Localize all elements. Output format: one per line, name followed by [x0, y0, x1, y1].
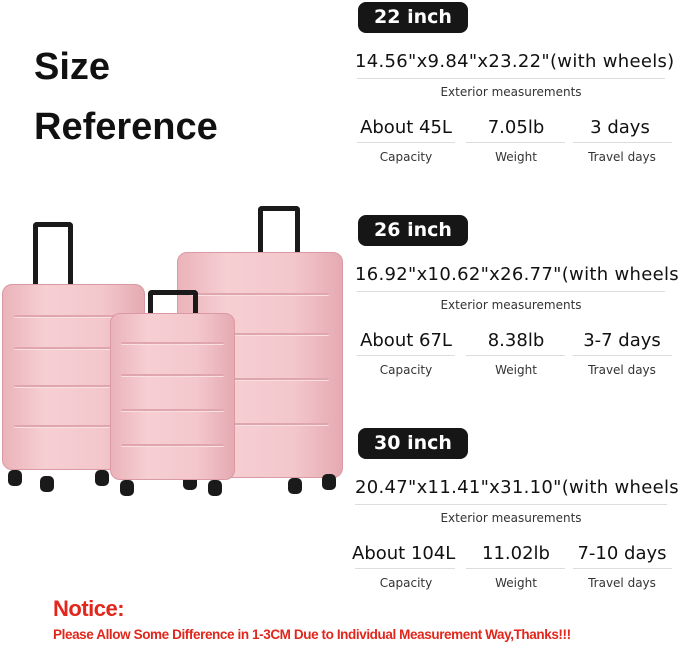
- travel-label: Travel days: [588, 363, 656, 377]
- capacity-label: Capacity: [379, 576, 433, 590]
- capacity-label: Capacity: [379, 150, 433, 164]
- dimensions: 16.92"x10.62"x26.77"(with wheels): [355, 264, 679, 285]
- weight-label: Weight: [495, 150, 537, 164]
- dimensions-caption: Exterior measurements: [440, 298, 582, 312]
- notice-title: Notice:: [53, 596, 125, 621]
- travel-value: 3-7 days: [583, 330, 661, 351]
- handle-icon: [33, 222, 73, 286]
- weight-value: 8.38lb: [487, 330, 545, 351]
- capacity-value: About 104L: [352, 543, 456, 564]
- dimensions: 20.47"x11.41"x31.10"(with wheels): [355, 477, 679, 498]
- size-label: 26 inch: [358, 215, 468, 246]
- handle-icon: [148, 290, 198, 314]
- weight-value: 11.02lb: [482, 543, 550, 564]
- weight-label: Weight: [495, 363, 537, 377]
- capacity-value: About 67L: [360, 330, 452, 351]
- handle-icon: [258, 206, 300, 254]
- travel-label: Travel days: [588, 576, 656, 590]
- dimensions-caption: Exterior measurements: [440, 511, 582, 525]
- size-label: 30 inch: [358, 428, 468, 459]
- suitcase-22: [110, 313, 235, 480]
- heading-size: Size: [34, 46, 111, 88]
- travel-value: 3 days: [590, 117, 650, 138]
- heading-reference: Reference: [34, 106, 218, 148]
- size-section-26: 26 inch 16.92"x10.62"x26.77"(with wheels…: [355, 215, 679, 415]
- travel-label: Travel days: [588, 150, 656, 164]
- capacity-value: About 45L: [360, 117, 452, 138]
- size-section-30: 30 inch 20.47"x11.41"x31.10"(with wheels…: [352, 428, 679, 628]
- capacity-label: Capacity: [379, 363, 433, 377]
- dimensions-caption: Exterior measurements: [440, 85, 582, 99]
- weight-label: Weight: [495, 576, 537, 590]
- travel-value: 7-10 days: [577, 543, 667, 564]
- size-section-22: 22 inch 14.56"x9.84"x23.22"(with wheels)…: [355, 2, 675, 202]
- dimensions: 14.56"x9.84"x23.22"(with wheels): [355, 51, 675, 72]
- weight-value: 7.05lb: [487, 117, 545, 138]
- notice-text: Please Allow Some Difference in 1-3CM Du…: [53, 627, 571, 642]
- size-label: 22 inch: [358, 2, 468, 33]
